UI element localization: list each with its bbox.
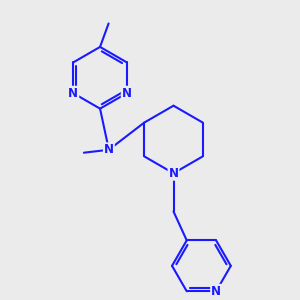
Text: N: N [122,87,132,100]
Text: N: N [68,87,78,100]
Text: N: N [104,143,114,156]
Text: N: N [211,285,221,298]
Text: N: N [169,167,178,180]
